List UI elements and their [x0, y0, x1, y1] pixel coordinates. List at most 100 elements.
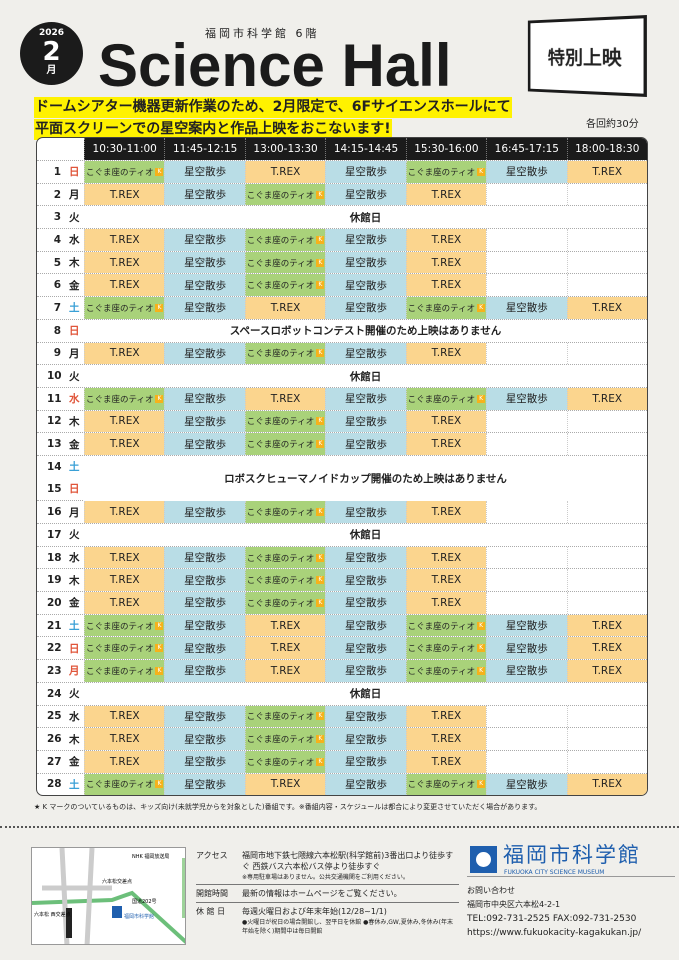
day-cell: 21 土	[37, 615, 84, 637]
program-cell: 星空散歩	[164, 637, 245, 660]
program-name: こぐま座のティオ	[85, 167, 154, 178]
program-cell: 星空散歩	[164, 387, 245, 410]
program-cell: T.REX	[84, 274, 165, 297]
program-name: こぐま座のティオ	[246, 598, 315, 609]
program-name: 星空散歩	[344, 438, 387, 451]
program-cell: 星空散歩	[325, 387, 406, 410]
program-cell: こぐま座のティオ K	[84, 773, 165, 796]
program-name: 星空散歩	[344, 665, 387, 678]
program-cell: 星空散歩	[164, 728, 245, 750]
empty-cell	[566, 229, 647, 251]
kids-mark-icon: K	[155, 303, 164, 312]
program-name: T.REX	[109, 233, 140, 246]
program-name: 星空散歩	[344, 506, 387, 519]
program-name: T.REX	[431, 438, 462, 451]
program-cell: T.REX	[566, 614, 647, 637]
kids-mark-icon: K	[316, 598, 325, 607]
program-cell: T.REX	[566, 387, 647, 410]
program-cell: 星空散歩	[325, 251, 406, 274]
program-cell: こぐま座のティオ K	[405, 660, 487, 682]
program-name: 星空散歩	[184, 574, 227, 587]
program-name: T.REX	[431, 279, 462, 292]
program-cell: 星空散歩	[164, 251, 245, 274]
program-cell: T.REX	[244, 660, 326, 682]
website-link[interactable]: https://www.fukuokacity-kagakukan.jp/	[467, 928, 642, 938]
table-row: 1 日こぐま座のティオ K 星空散歩 T.REX 星空散歩 こぐま座のティオ K 星空散歩 T.R…	[37, 160, 647, 183]
weekday: 土	[69, 778, 80, 791]
program-cell: こぐま座のティオ K	[244, 251, 326, 274]
weekday: 金	[69, 756, 80, 769]
program-name: T.REX	[109, 347, 140, 360]
map-graphic: 福岡市科学館 NHK 福岡放送局 六本松交差点 国道202号 六本松 西交差点	[32, 848, 185, 944]
program-cell: T.REX	[84, 546, 165, 569]
day-cell: 23 月	[37, 660, 84, 682]
program-cell: 星空散歩	[164, 274, 245, 297]
program-name: T.REX	[109, 415, 140, 428]
program-name: 星空散歩	[184, 347, 227, 360]
program-cell: 星空散歩	[325, 728, 406, 750]
empty-cell	[486, 569, 566, 592]
table-row: 10 火 休館日	[37, 364, 647, 387]
table-row: 9 月 T.REX 星空散歩 こぐま座のティオ K 星空散歩 T.REX	[37, 341, 647, 365]
info-subnote: ●火曜日が祝日の場合開館し、翌平日を休館 ●春休み,GW,夏休み,冬休み(年末年…	[242, 919, 454, 935]
program-name: 星空散歩	[505, 302, 548, 315]
kids-mark-icon: K	[155, 780, 164, 789]
program-cell: T.REX	[405, 274, 487, 297]
program-name: T.REX	[270, 392, 301, 405]
empty-cell	[486, 433, 566, 455]
program-cell: 星空散歩	[164, 501, 245, 523]
weekday: 日	[69, 166, 80, 179]
program-cell: 星空散歩	[325, 342, 406, 365]
program-name: こぐま座のティオ	[407, 167, 476, 178]
program-name: T.REX	[431, 551, 462, 564]
table-row: 14 土ロボスクヒューマノイドカップ開催のため上映はありません	[37, 454, 647, 502]
program-cell: 星空散歩	[325, 433, 406, 455]
program-name: T.REX	[431, 733, 462, 746]
schedule-table: 10:30-11:00 11:45-12:15 13:00-13:30 14:15-1…	[36, 137, 648, 797]
program-cell: T.REX	[84, 433, 165, 455]
program-cell: T.REX	[405, 546, 487, 569]
program-cell: 星空散歩	[325, 229, 406, 251]
program-name: 星空散歩	[184, 597, 227, 610]
date: 15	[47, 482, 62, 495]
program-cell: 星空散歩	[325, 637, 406, 660]
kids-mark-icon: K	[155, 167, 164, 176]
time-slot-header: 15:30-16:00	[405, 138, 486, 160]
day-cell: 13 金	[37, 433, 84, 455]
program-cell: 星空散歩	[486, 161, 567, 183]
duration: 各回約30分	[586, 119, 639, 130]
program-name: こぐま座のティオ	[85, 644, 154, 655]
program-name: こぐま座のティオ	[246, 190, 315, 201]
program-cell: 星空散歩	[164, 229, 245, 251]
program-cell: 星空散歩	[325, 501, 406, 523]
program-cell: T.REX	[405, 183, 487, 206]
table-row: 2 月 T.REX 星空散歩 こぐま座のティオ K 星空散歩 T.REX	[37, 182, 647, 206]
date: 5	[53, 256, 61, 269]
kids-mark-icon: K	[316, 576, 325, 585]
program-name: 星空散歩	[344, 393, 387, 406]
program-name: 星空散歩	[184, 166, 227, 179]
program-name: T.REX	[109, 256, 140, 269]
info-key: 開館時間	[196, 889, 228, 898]
program-name: 星空散歩	[184, 778, 227, 791]
address: 福岡市中央区六本松4-2-1	[467, 900, 561, 909]
contact-label: お問い合わせ	[467, 886, 515, 895]
program-cell: こぐま座のティオ K	[244, 229, 326, 251]
program-name: 星空散歩	[344, 597, 387, 610]
program-name: T.REX	[592, 642, 623, 655]
program-name: こぐま座のティオ	[246, 553, 315, 564]
program-cell: T.REX	[405, 705, 487, 728]
program-name: T.REX	[592, 165, 623, 178]
empty-cell	[566, 274, 647, 297]
program-cell: こぐま座のティオ K	[244, 410, 326, 433]
program-name: T.REX	[270, 165, 301, 178]
date: 11	[47, 392, 62, 405]
weekday: 火	[69, 688, 80, 701]
program-name: 星空散歩	[344, 166, 387, 179]
program-name: 星空散歩	[184, 710, 227, 723]
program-cell: T.REX	[244, 297, 326, 319]
time-slot-header: 16:45-17:15	[486, 138, 566, 160]
weekday: 火	[69, 211, 80, 224]
